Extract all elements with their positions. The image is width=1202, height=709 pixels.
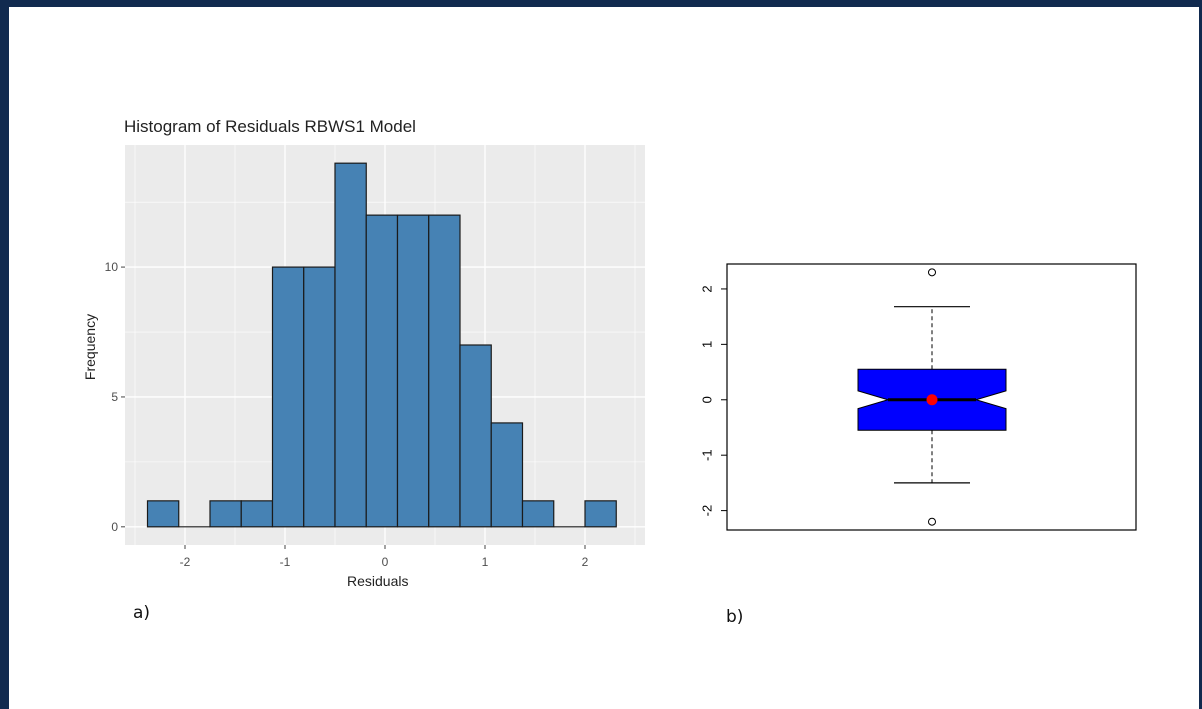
boxplot-outlier-point	[928, 517, 936, 526]
histogram-y-tick-label: 0	[111, 520, 118, 534]
histogram-bar	[428, 214, 461, 528]
histogram-bar	[396, 214, 430, 528]
histogram-bar	[271, 266, 305, 528]
histogram-y-tick-label: 10	[105, 260, 119, 274]
histogram-y-tick-label: 5	[111, 390, 118, 404]
panel-label-b: b)	[726, 607, 744, 627]
histogram-bar	[490, 422, 524, 528]
histogram-x-tick-label: 2	[582, 555, 589, 569]
panel-label-a: a)	[133, 603, 151, 623]
histogram-x-tick-label: 0	[382, 555, 389, 569]
boxplot-y-tick-label: 0	[700, 396, 715, 403]
histogram-x-tick-label: -2	[180, 555, 191, 569]
histogram-x-axis-label: Residuals	[347, 573, 409, 589]
boxplot-y-tick-label: 1	[700, 341, 715, 348]
boxplot-outlier-point	[928, 268, 936, 277]
boxplot-y-tick-label: 2	[700, 285, 715, 292]
histogram-bar	[521, 500, 555, 528]
histogram-bar	[365, 214, 399, 528]
histogram-bar	[584, 500, 617, 528]
boxplot-mean-point	[926, 394, 938, 406]
boxplot-frame	[726, 263, 1137, 531]
histogram-x-tick-label: 1	[482, 555, 489, 569]
histogram-bar	[240, 500, 274, 528]
histogram-bar	[303, 266, 336, 528]
histogram-bar	[146, 500, 180, 528]
boxplot-y-tick-label: -1	[700, 449, 715, 461]
histogram-bar	[209, 500, 242, 528]
boxplot-y-tick-label: -2	[700, 505, 715, 517]
histogram-x-tick-label: -1	[280, 555, 291, 569]
histogram-title: Histogram of Residuals RBWS1 Model	[124, 117, 416, 136]
